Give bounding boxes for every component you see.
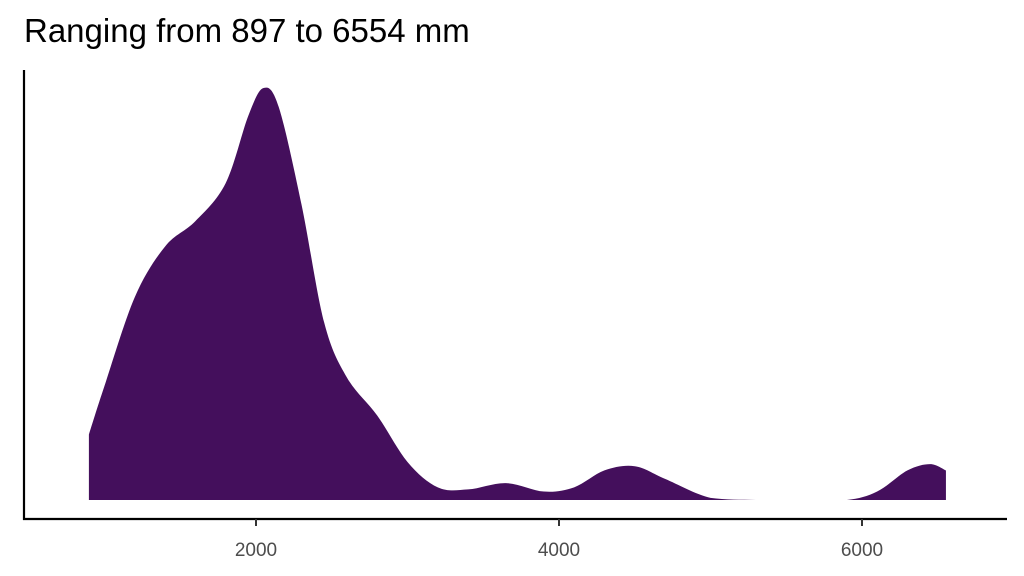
chart-title: Ranging from 897 to 6554 mm (24, 12, 470, 49)
density-area (88, 87, 946, 501)
x-axis-ticks: 2000 4000 6000 (235, 519, 883, 561)
x-tick-label: 2000 (235, 540, 277, 561)
plot-area (88, 87, 946, 501)
x-tick-label: 4000 (538, 540, 580, 561)
x-tick-label: 6000 (841, 540, 883, 561)
